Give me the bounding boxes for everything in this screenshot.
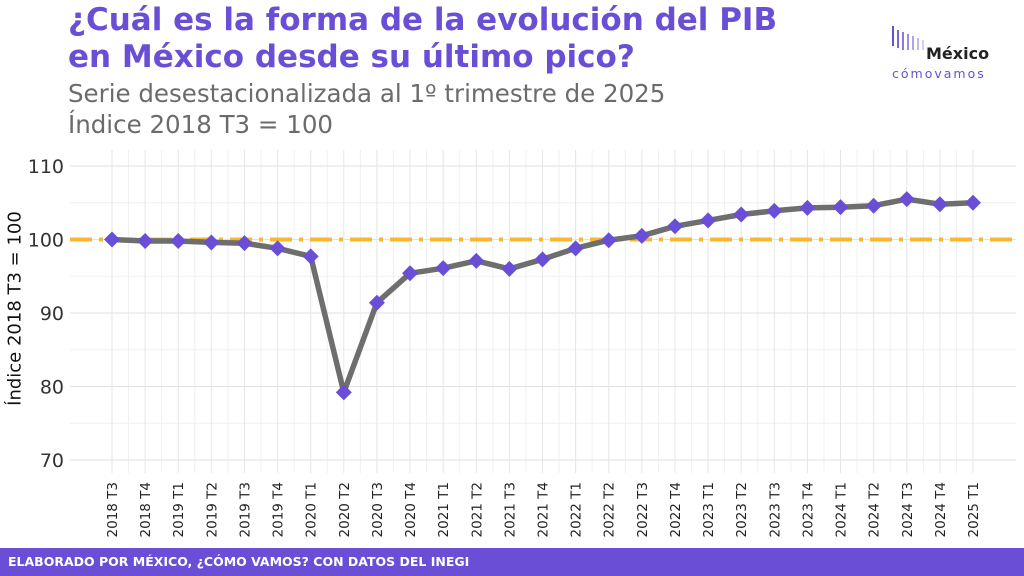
data-point <box>567 240 584 257</box>
data-point <box>931 196 948 213</box>
x-tick-label: 2021 T2 <box>469 482 485 537</box>
y-tick-label: 80 <box>40 377 64 399</box>
subtitle-line-2: Índice 2018 T3 = 100 <box>68 110 334 139</box>
data-point <box>269 240 286 257</box>
x-tick-label: 2024 T1 <box>834 482 850 537</box>
data-point <box>170 232 187 249</box>
data-point <box>203 234 220 251</box>
data-point <box>700 212 717 229</box>
data-point <box>965 194 981 211</box>
x-tick-label: 2021 T1 <box>436 482 452 537</box>
data-point <box>534 251 551 268</box>
data-point <box>799 199 816 216</box>
data-point <box>666 218 683 235</box>
line-chart: 70 80 90 100 110 2018 T3 2018 T4 2019 T1 2019 T2… <box>28 150 1016 537</box>
logo-wordmark: México <box>926 44 990 63</box>
x-tick-label: 2021 T4 <box>536 482 552 537</box>
data-point <box>633 227 650 244</box>
logo-subwordmark: cómovamos <box>892 66 986 81</box>
data-point <box>302 248 319 265</box>
chart-subtitle: Serie desestacionalizada al 1º trimestre… <box>68 78 665 140</box>
subtitle-line-1: Serie desestacionalizada al 1º trimestre… <box>68 79 666 108</box>
title-line-1: ¿Cuál es la forma de la evolución del PI… <box>68 2 778 38</box>
data-point <box>832 199 849 216</box>
data-point <box>468 252 485 269</box>
footer-source: ELABORADO POR MÉXICO, ¿CÓMO VAMOS? CON D… <box>8 554 470 569</box>
x-tick-label: 2019 T4 <box>271 482 287 537</box>
x-tick-label: 2022 T2 <box>602 482 618 537</box>
data-point <box>733 206 750 223</box>
data-point <box>501 260 518 277</box>
chart-title: ¿Cuál es la forma de la evolución del PI… <box>68 2 868 76</box>
x-tick-label: 2021 T3 <box>502 482 518 537</box>
x-tick-label: 2024 T3 <box>900 482 916 537</box>
data-point <box>766 202 783 219</box>
x-tick-label: 2023 T3 <box>767 482 783 537</box>
y-tick-label: 70 <box>40 450 64 472</box>
data-point <box>898 191 915 208</box>
x-tick-label: 2023 T1 <box>701 482 717 537</box>
x-tick-label: 2019 T1 <box>171 482 187 537</box>
brand-logo: México cómovamos <box>890 24 1012 88</box>
data-point <box>236 235 253 252</box>
x-tick-label: 2020 T1 <box>304 482 320 537</box>
data-point <box>865 197 882 214</box>
y-tick-label: 100 <box>28 230 64 252</box>
data-point <box>137 232 154 249</box>
data-point <box>104 231 120 248</box>
logo-bars-icon <box>892 26 924 50</box>
x-tick-label: 2019 T2 <box>204 482 220 537</box>
x-tick-label: 2020 T4 <box>403 482 419 537</box>
data-point <box>402 265 419 282</box>
y-tick-label: 110 <box>28 156 64 178</box>
data-point <box>435 260 452 277</box>
x-tick-label: 2022 T1 <box>569 482 585 537</box>
footer-bar: ELABORADO POR MÉXICO, ¿CÓMO VAMOS? CON D… <box>0 548 1024 576</box>
y-tick-label: 90 <box>40 303 64 325</box>
data-point <box>335 384 352 401</box>
x-tick-label: 2025 T1 <box>966 482 982 537</box>
x-tick-label: 2022 T4 <box>668 482 684 537</box>
x-tick-label: 2019 T3 <box>237 482 253 537</box>
x-tick-label: 2024 T2 <box>867 482 883 537</box>
x-tick-label: 2020 T2 <box>337 482 353 537</box>
x-tick-label: 2018 T4 <box>138 482 154 537</box>
x-tick-label: 2024 T4 <box>933 482 949 537</box>
x-tick-label: 2018 T3 <box>105 482 121 537</box>
title-line-2: en México desde su último pico? <box>68 39 635 75</box>
x-tick-label: 2020 T3 <box>370 482 386 537</box>
x-tick-label: 2022 T3 <box>635 482 651 537</box>
data-point <box>368 294 385 311</box>
data-point <box>600 232 617 249</box>
x-tick-label: 2023 T2 <box>734 482 750 537</box>
x-tick-label: 2023 T4 <box>800 482 816 537</box>
